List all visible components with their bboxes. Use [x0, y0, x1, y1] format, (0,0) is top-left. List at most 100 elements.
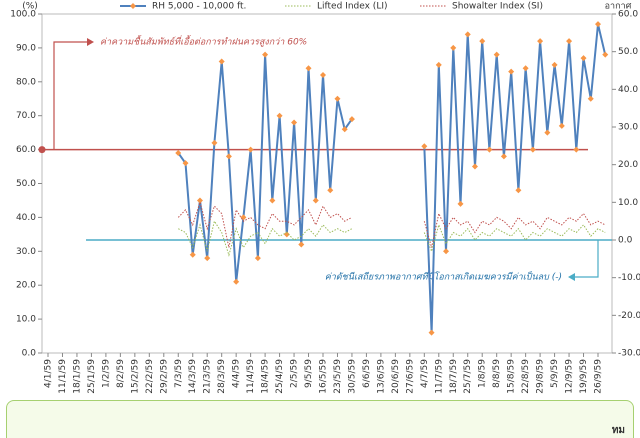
series-line	[178, 219, 606, 257]
annotation-text: ค่าดัชนีเสถียรภาพอากาศที่มีโอกาสเกิดเมฆค…	[325, 270, 562, 283]
x-tick-label: 16/5/59	[319, 359, 329, 394]
y-tick-label: 80.0	[16, 77, 36, 87]
arrow-head	[87, 38, 94, 46]
y2-tick-label: -30.0	[618, 349, 640, 359]
x-tick-label: 2/5/59	[290, 359, 300, 388]
x-tick-label: 22/8/59	[521, 359, 531, 394]
data-point	[312, 197, 319, 204]
data-point	[225, 153, 232, 160]
x-tick-label: 1/2/59	[101, 359, 111, 388]
arrow-head	[568, 273, 575, 281]
x-tick-label: 28/3/59	[217, 359, 227, 394]
x-tick-label: 25/7/59	[463, 359, 473, 394]
y-axis-label: (%)	[22, 2, 38, 12]
data-point	[283, 231, 290, 238]
data-point	[479, 38, 486, 45]
x-tick-label: 30/5/59	[347, 359, 357, 394]
data-point	[269, 197, 276, 204]
data-point	[291, 119, 298, 126]
y-tick-label: 50.0	[16, 179, 36, 189]
annotation-text: ค่าความชื้นสัมพัทธ์ที่เอื้อต่อการทำฝนควร…	[100, 35, 307, 48]
x-tick-label: 23/5/59	[333, 359, 343, 394]
y-tick-label: 60.0	[16, 145, 36, 155]
y-tick-label: 70.0	[16, 111, 36, 121]
y-tick-label: 40.0	[16, 213, 36, 223]
data-point	[573, 146, 580, 153]
data-point	[298, 241, 305, 248]
y2-tick-label: -10.0	[618, 273, 640, 283]
data-point	[435, 61, 442, 68]
data-point	[233, 278, 240, 285]
x-tick-label: 25/4/59	[275, 359, 285, 394]
x-tick-label: 4/1/59	[44, 359, 54, 388]
y-tick-label: 90.0	[16, 43, 36, 53]
x-tick-label: 12/9/59	[565, 359, 575, 394]
y2-tick-label: 0.0	[618, 236, 633, 246]
footer-text: ทม	[611, 425, 625, 436]
x-tick-label: 18/7/59	[449, 359, 459, 394]
data-point	[240, 214, 247, 221]
y-tick-label: 10.0	[16, 315, 36, 325]
y2-axis-label: อากาศ	[605, 2, 632, 12]
x-tick-label: 26/9/59	[594, 359, 604, 394]
x-tick-label: 7/3/59	[174, 359, 184, 388]
data-point	[551, 61, 558, 68]
data-point	[196, 197, 203, 204]
footer-box: ทม	[6, 400, 634, 438]
data-point	[254, 255, 261, 262]
y2-tick-label: -20.0	[618, 311, 640, 321]
x-tick-label: 25/1/59	[87, 359, 97, 394]
data-point	[595, 21, 601, 28]
data-point	[537, 38, 544, 45]
annotation-arrow	[575, 240, 599, 278]
y2-tick-label: 50.0	[618, 47, 638, 57]
legend-label: Showalter Index (SI)	[452, 2, 543, 12]
x-tick-label: 6/6/59	[362, 359, 372, 388]
x-tick-label: 5/9/59	[550, 359, 560, 388]
x-tick-label: 18/1/59	[72, 359, 82, 394]
y-tick-label: 30.0	[16, 247, 36, 257]
x-tick-label: 11/7/59	[434, 359, 444, 394]
y2-tick-label: 60.0	[618, 10, 638, 20]
x-tick-label: 27/6/59	[405, 359, 415, 394]
data-point	[602, 51, 609, 58]
data-point	[515, 187, 522, 194]
data-point	[428, 329, 435, 336]
x-tick-label: 29/8/59	[536, 359, 546, 394]
x-tick-label: 13/6/59	[376, 359, 386, 394]
data-point	[421, 143, 428, 150]
x-tick-label: 8/2/59	[116, 359, 126, 388]
data-point	[464, 31, 471, 38]
y2-tick-label: 20.0	[618, 160, 638, 170]
x-tick-label: 29/2/59	[159, 359, 169, 394]
data-point	[587, 95, 594, 102]
data-point	[211, 139, 218, 146]
data-point	[182, 160, 189, 167]
x-tick-label: 20/6/59	[391, 359, 401, 394]
x-tick-label: 4/7/59	[420, 359, 430, 388]
data-point	[450, 44, 457, 51]
data-point	[204, 255, 211, 262]
x-tick-label: 21/3/59	[203, 359, 213, 394]
data-point	[500, 153, 507, 160]
x-tick-label: 15/2/59	[130, 359, 140, 394]
data-point	[457, 200, 464, 207]
legend-label: RH 5,000 - 10,000 ft.	[152, 2, 246, 12]
data-point	[558, 122, 565, 129]
legend-label: Lifted Index (LI)	[317, 2, 388, 12]
data-point	[276, 112, 283, 119]
data-point	[471, 163, 478, 170]
y2-tick-label: 10.0	[618, 198, 638, 208]
data-point	[493, 51, 500, 58]
y2-tick-label: 30.0	[618, 123, 638, 133]
data-point	[486, 146, 493, 153]
legend-marker	[130, 3, 136, 9]
data-point	[348, 116, 355, 123]
x-tick-label: 4/4/59	[232, 359, 242, 388]
data-point	[580, 55, 587, 62]
plot-frame	[41, 13, 613, 354]
data-point	[247, 146, 254, 153]
data-point	[218, 58, 225, 65]
series-line	[177, 23, 607, 333]
